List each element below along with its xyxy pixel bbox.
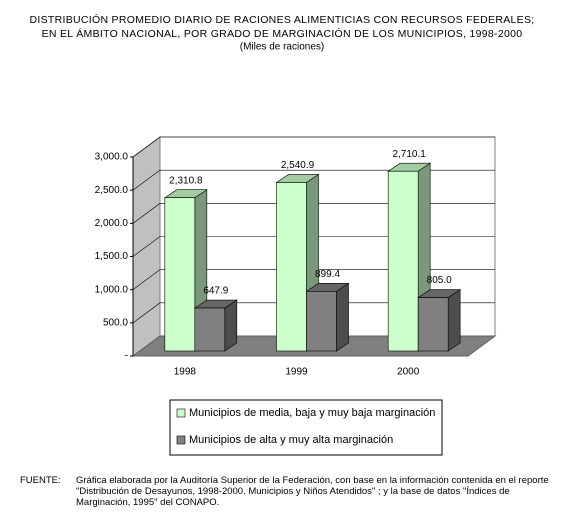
- x-tick-label: 1998: [174, 367, 197, 378]
- x-tick-label: 1999: [285, 367, 308, 378]
- bar: [193, 299, 238, 352]
- legend-label: Municipios de alta y muy alta marginació…: [189, 434, 393, 446]
- legend-swatch: [176, 408, 186, 418]
- value-label: 2,540.9: [281, 160, 315, 171]
- y-tick-label: 1,500.0: [95, 251, 129, 262]
- y-tick-label: 500.0: [103, 317, 128, 328]
- chart-title: DISTRIBUCIÓN PROMEDIO DIARIO DE RACIONES…: [29, 13, 534, 26]
- bar-front: [194, 307, 226, 352]
- source-text: Gráfica elaborada por la Auditoría Super…: [76, 475, 549, 508]
- bar-front: [276, 182, 307, 352]
- y-tick-label: 3,000.0: [95, 152, 129, 163]
- grid-line: [132, 302, 495, 324]
- bar: [305, 282, 350, 352]
- bar: [417, 289, 462, 352]
- bar-front: [387, 170, 419, 352]
- y-tick-label: 2,500.0: [95, 185, 129, 196]
- legend-box: [169, 399, 443, 456]
- chart-subtitle: (Miles de raciones): [240, 42, 324, 53]
- bar-front: [306, 291, 337, 352]
- bar: [275, 173, 320, 352]
- bar-side: [224, 299, 238, 352]
- grid-line: [132, 169, 495, 191]
- value-label: 899.4: [315, 269, 340, 280]
- grid-line: [132, 269, 495, 290]
- grid-line: [132, 136, 495, 158]
- value-label: 2,710.1: [392, 149, 426, 160]
- bar: [163, 189, 208, 352]
- bar-front: [164, 197, 196, 352]
- value-label: 805.0: [427, 275, 452, 286]
- chart: DISTRIBUCIÓN PROMEDIO DIARIO DE RACIONES…: [29, 13, 534, 456]
- legend-label: Municipios de media, baja y muy baja mar…: [189, 407, 435, 419]
- legend-swatch: [176, 435, 186, 445]
- bar-side: [447, 289, 461, 352]
- bar-front: [417, 297, 449, 352]
- y-tick-label: 2,000.0: [95, 218, 129, 229]
- value-label: 2,310.8: [169, 175, 203, 186]
- bar-side: [336, 282, 349, 352]
- value-label: 647.9: [203, 286, 228, 297]
- x-tick-label: 2000: [397, 367, 420, 378]
- chart-title: EN EL ÁMBITO NACIONAL, POR GRADO DE MARG…: [42, 27, 523, 40]
- grid-line: [132, 236, 495, 257]
- source-note: FUENTE: Gráfica elaborada por la Auditor…: [20, 475, 550, 508]
- y-tick-label: 1,000.0: [95, 284, 129, 295]
- grid-line: [132, 203, 495, 224]
- source-label: FUENTE:: [20, 475, 61, 486]
- y-tick-label: -: [125, 351, 128, 362]
